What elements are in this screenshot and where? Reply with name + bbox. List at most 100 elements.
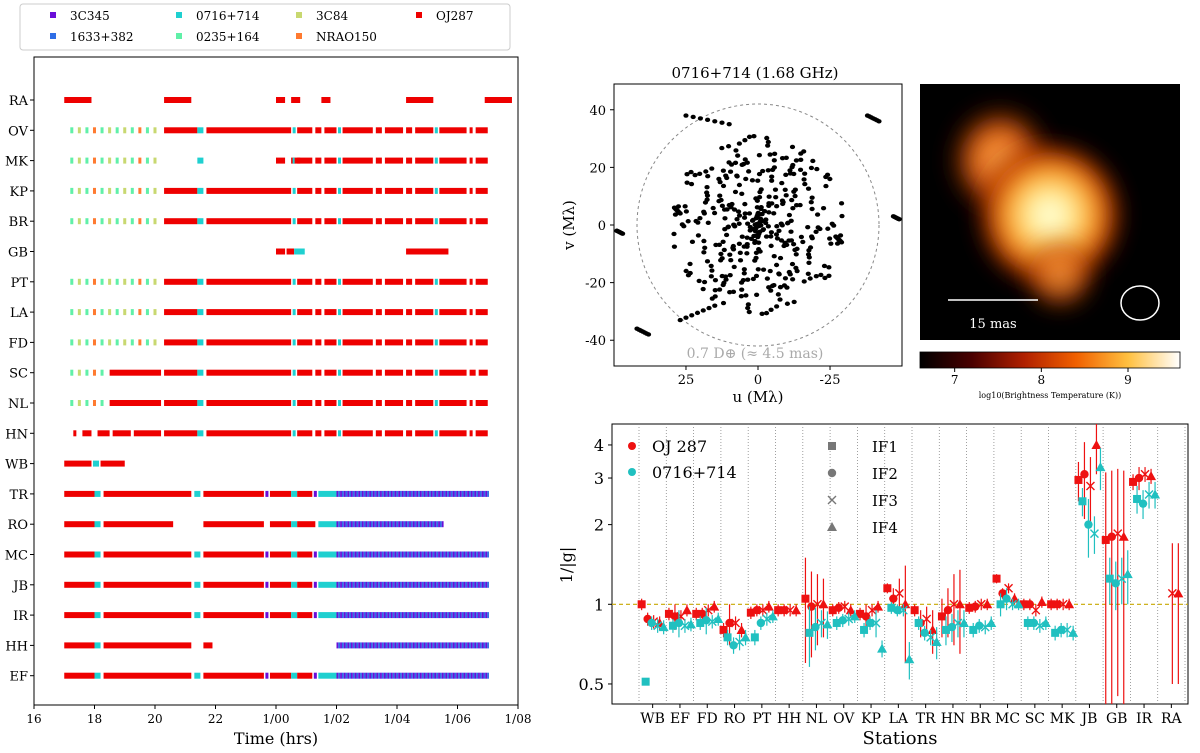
uv-point xyxy=(782,187,788,192)
schedule-scan xyxy=(419,521,422,528)
schedule-scan xyxy=(485,581,488,588)
schedule-scan xyxy=(318,581,337,588)
schedule-scan xyxy=(468,581,471,588)
schedule-scan xyxy=(412,642,415,649)
schedule-scan xyxy=(438,551,440,558)
uv-point xyxy=(745,221,751,226)
schedule-scan xyxy=(407,581,410,588)
uv-point xyxy=(759,311,765,316)
schedule-scan xyxy=(324,278,337,285)
uv-point xyxy=(774,204,780,209)
uv-point xyxy=(745,277,751,282)
gain-marker-if3 xyxy=(867,605,877,615)
uv-point xyxy=(829,221,835,226)
uv-point xyxy=(712,303,718,308)
gain-marker-if4 xyxy=(1150,489,1161,499)
schedule-scan xyxy=(392,612,395,619)
uv-point xyxy=(808,200,814,205)
uv-point xyxy=(791,241,797,247)
gain-marker-if4 xyxy=(1095,462,1106,472)
schedule-scan xyxy=(291,672,298,679)
schedule-scan xyxy=(430,581,433,588)
uv-point xyxy=(721,247,727,253)
uv-point xyxy=(805,271,811,276)
schedule-scan xyxy=(352,551,355,558)
schedule-scan xyxy=(381,551,384,558)
schedule-scan xyxy=(164,430,198,437)
schedule-scan xyxy=(336,672,339,679)
uv-point xyxy=(833,234,839,239)
schedule-scan xyxy=(324,369,337,376)
schedule-scan xyxy=(378,521,381,528)
schedule-scan xyxy=(387,551,390,558)
schedule-scan xyxy=(465,551,468,558)
schedule-scan xyxy=(412,490,415,497)
uv-point xyxy=(736,241,742,246)
schedule-scan xyxy=(269,551,292,558)
schedule-scan xyxy=(450,612,453,619)
uv-ylabel: v (Mλ) xyxy=(560,200,578,251)
schedule-scan xyxy=(138,218,142,225)
uv-point xyxy=(806,248,812,253)
schedule-scan xyxy=(427,581,430,588)
schedule-scan xyxy=(458,642,460,649)
schedule-scan xyxy=(419,672,422,679)
schedule-scan xyxy=(487,490,489,497)
schedule-scan xyxy=(458,612,460,619)
schedule-scan xyxy=(434,369,438,376)
schedule-scan xyxy=(445,581,448,588)
schedule-scan xyxy=(145,339,149,346)
gain-marker-if3 xyxy=(840,602,850,612)
schedule-scan xyxy=(363,551,366,558)
uv-point xyxy=(774,236,781,241)
uv-point xyxy=(719,273,725,279)
schedule-scan xyxy=(358,581,361,588)
schedule-scan xyxy=(425,581,428,588)
schedule-scan xyxy=(467,612,469,619)
schedule-scan xyxy=(345,612,348,619)
schedule-scan xyxy=(381,490,384,497)
schedule-scan xyxy=(194,672,201,679)
gain-marker-if1 xyxy=(1101,535,1110,544)
schedule-scan xyxy=(443,490,446,497)
schedule-scan xyxy=(487,672,489,679)
uv-point xyxy=(682,204,688,209)
gain-marker-if1 xyxy=(1129,477,1138,486)
uv-point xyxy=(837,233,844,238)
schedule-scan xyxy=(387,581,390,588)
uv-point xyxy=(721,280,727,286)
uv-point xyxy=(798,234,804,240)
schedule-scan xyxy=(485,551,488,558)
uv-point xyxy=(701,279,708,285)
schedule-scan xyxy=(475,157,488,164)
schedule-scan xyxy=(400,672,402,679)
gain-ytick-label: 0.5 xyxy=(579,675,604,694)
schedule-scan xyxy=(352,612,355,619)
uv-point xyxy=(790,206,796,211)
gain-marker-if3 xyxy=(922,614,932,624)
gain-marker-if4 xyxy=(736,624,747,634)
legend: 3C345 1633+382 0716+714 0235+164 3C84 NRAO150… xyxy=(19,3,511,51)
schedule-scan xyxy=(203,581,264,588)
schedule-scan xyxy=(341,551,344,558)
schedule-scan xyxy=(197,369,204,376)
schedule-scan xyxy=(396,581,399,588)
uv-point xyxy=(768,243,774,249)
uv-point xyxy=(705,174,711,179)
schedule-scan xyxy=(138,309,142,316)
schedule-scan xyxy=(292,369,296,376)
schedule-scan xyxy=(297,187,313,194)
uv-point xyxy=(772,151,778,156)
uv-point xyxy=(792,247,798,253)
schedule-scan xyxy=(338,400,342,406)
schedule-scan xyxy=(292,339,296,346)
schedule-scan xyxy=(438,642,440,649)
schedule-scan xyxy=(164,369,198,376)
schedule-scan xyxy=(481,672,484,679)
schedule-scan xyxy=(384,339,404,346)
schedule-scan xyxy=(103,612,192,619)
schedule-scan xyxy=(383,521,386,528)
schedule-scan xyxy=(406,157,413,164)
gain-marker-if4 xyxy=(818,599,829,609)
schedule-scan xyxy=(469,278,473,285)
